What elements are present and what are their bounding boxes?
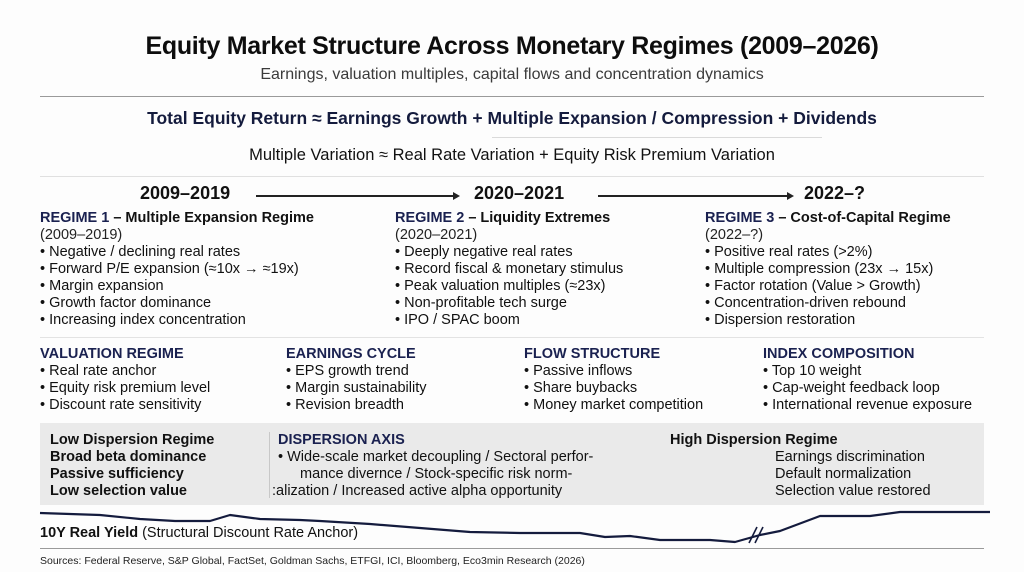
real-yield-line-chart	[39, 510, 990, 544]
pillar-title: VALUATION REGIME	[40, 346, 184, 362]
footer-divider	[40, 548, 984, 549]
pillar-title: FLOW STRUCTURE	[524, 346, 661, 362]
list-item: EPS growth trend	[286, 363, 426, 380]
list-item: Cap-weight feedback loop	[763, 380, 972, 397]
timeline-arrow-icon	[787, 192, 794, 200]
high-dispersion-title: High Dispersion Regime	[670, 432, 838, 448]
pillar-valuation: VALUATION REGIME Real rate anchor Equity…	[40, 346, 210, 414]
regime-1-name: – Multiple Expansion Regime	[113, 210, 314, 226]
axis-break-icon	[754, 526, 764, 544]
regime-2-heading: REGIME 2 – Liquidity Extremes	[395, 210, 623, 227]
pillar-bullets: EPS growth trend Margin sustainability R…	[286, 363, 426, 414]
pillar-bullets: Top 10 weight Cap-weight feedback loop I…	[763, 363, 972, 414]
pillar-title: INDEX COMPOSITION	[763, 346, 915, 362]
list-item: Top 10 weight	[763, 363, 972, 380]
high-dispersion-list: Earnings discrimination Default normaliz…	[775, 449, 931, 500]
list-item: Passive inflows	[524, 363, 703, 380]
sources-footnote: Sources: Federal Reserve, S&P Global, Fa…	[40, 555, 585, 567]
total-return-formula: Total Equity Return ≈ Earnings Growth + …	[147, 108, 877, 128]
dispersion-axis: DISPERSION AXIS • Wide-scale market deco…	[272, 432, 594, 500]
list-item: Increasing index concentration	[40, 312, 314, 329]
pillar-index: INDEX COMPOSITION Top 10 weight Cap-weig…	[763, 346, 972, 414]
regime-1-bullets: Negative / declining real rates Forward …	[40, 244, 314, 329]
list-item: Broad beta dominance	[50, 449, 207, 465]
dispersion-axis-line: • Wide-scale market decoupling / Sectora…	[278, 449, 594, 465]
pillar-bullets: Passive inflows Share buybacks Money mar…	[524, 363, 703, 414]
list-item: Real rate anchor	[40, 363, 210, 380]
regime-2-bullets: Deeply negative real rates Record fiscal…	[395, 244, 623, 329]
regime-3-number: REGIME 3	[705, 210, 775, 226]
dispersion-axis-title: DISPERSION AXIS	[278, 432, 405, 448]
regime-3-range: (2022–?)	[705, 227, 764, 243]
timeline-period-1: 2009–2019	[140, 183, 231, 203]
list-item: Share buybacks	[524, 380, 703, 397]
list-item: Concentration-driven rebound	[705, 295, 951, 312]
regime-1-panel: REGIME 1 – Multiple Expansion Regime (20…	[40, 210, 314, 329]
page-subtitle: Earnings, valuation multiples, capital f…	[260, 66, 764, 83]
list-item: Low selection value	[50, 483, 187, 499]
list-item: Margin expansion	[40, 278, 314, 295]
list-item: Passive sufficiency	[50, 466, 184, 482]
dispersion-axis-line: mance divernce / Stock-specific risk nor…	[300, 466, 573, 482]
pillar-earnings: EARNINGS CYCLE EPS growth trend Margin s…	[286, 346, 426, 414]
dispersion-divider	[269, 432, 270, 498]
timeline-arrow-line	[598, 195, 788, 197]
formula-bottom-divider	[40, 176, 984, 177]
multiple-variation-formula: Multiple Variation ≈ Real Rate Variation…	[249, 146, 775, 164]
real-yield-label-bold: 10Y Real Yield	[40, 525, 139, 541]
list-item: Revision breadth	[286, 397, 426, 414]
timeline-arrow-icon	[453, 192, 460, 200]
list-item: Selection value restored	[775, 483, 931, 499]
real-yield-label: 10Y Real Yield (Structural Discount Rate…	[40, 525, 358, 541]
regime-2-name: – Liquidity Extremes	[468, 210, 611, 226]
formula-divider	[492, 137, 822, 138]
regime-1-range: (2009–2019)	[40, 227, 123, 243]
list-item: Factor rotation (Value > Growth)	[705, 278, 951, 295]
regime-3-panel: REGIME 3 – Cost-of-Capital Regime (2022–…	[705, 210, 951, 329]
list-item: Dispersion restoration	[705, 312, 951, 329]
list-item: Negative / declining real rates	[40, 244, 314, 261]
low-dispersion-list: Low Dispersion Regime Broad beta dominan…	[50, 432, 214, 500]
axis-break-icon	[748, 526, 758, 544]
pillar-title: EARNINGS CYCLE	[286, 346, 416, 362]
page-title: Equity Market Structure Across Monetary …	[145, 32, 879, 60]
list-item: Default normalization	[775, 466, 912, 482]
list-item: Deeply negative real rates	[395, 244, 623, 261]
list-item: Peak valuation multiples (≈23x)	[395, 278, 623, 295]
list-item: Growth factor dominance	[40, 295, 314, 312]
low-dispersion-title: Low Dispersion Regime	[50, 432, 215, 448]
list-item: International revenue exposure	[763, 397, 972, 414]
list-item: Earnings discrimination	[775, 449, 925, 465]
list-item: Money market competition	[524, 397, 703, 414]
regime-1-heading: REGIME 1 – Multiple Expansion Regime	[40, 210, 314, 227]
list-item: Multiple compression (23x → 15x)	[705, 261, 951, 278]
header-divider	[40, 96, 984, 97]
pillars-divider	[40, 337, 984, 338]
dispersion-panel	[40, 423, 984, 505]
real-yield-line	[39, 510, 990, 544]
regime-2-range: (2020–2021)	[395, 227, 478, 243]
list-item: Equity risk premium level	[40, 380, 210, 397]
real-yield-label-rest: (Structural Discount Rate Anchor)	[138, 525, 359, 541]
regime-2-number: REGIME 2	[395, 210, 465, 226]
timeline-period-3: 2022–?	[804, 183, 866, 203]
pillar-bullets: Real rate anchor Equity risk premium lev…	[40, 363, 210, 414]
list-item: Forward P/E expansion (≈10x → ≈19x)	[40, 261, 314, 278]
list-item: IPO / SPAC boom	[395, 312, 623, 329]
regime-1-number: REGIME 1	[40, 210, 110, 226]
regime-3-name: – Cost-of-Capital Regime	[778, 210, 951, 226]
list-item: Positive real rates (>2%)	[705, 244, 951, 261]
dispersion-axis-line: :alization / Increased active alpha oppo…	[272, 483, 563, 499]
regime-3-bullets: Positive real rates (>2%) Multiple compr…	[705, 244, 951, 329]
pillar-flow: FLOW STRUCTURE Passive inflows Share buy…	[524, 346, 703, 414]
regime-3-heading: REGIME 3 – Cost-of-Capital Regime	[705, 210, 951, 227]
list-item: Margin sustainability	[286, 380, 426, 397]
list-item: Non-profitable tech surge	[395, 295, 623, 312]
regime-2-panel: REGIME 2 – Liquidity Extremes (2020–2021…	[395, 210, 623, 329]
list-item: Record fiscal & monetary stimulus	[395, 261, 623, 278]
list-item: Discount rate sensitivity	[40, 397, 210, 414]
timeline-period-2: 2020–2021	[474, 183, 565, 203]
timeline-arrow-line	[256, 195, 454, 197]
